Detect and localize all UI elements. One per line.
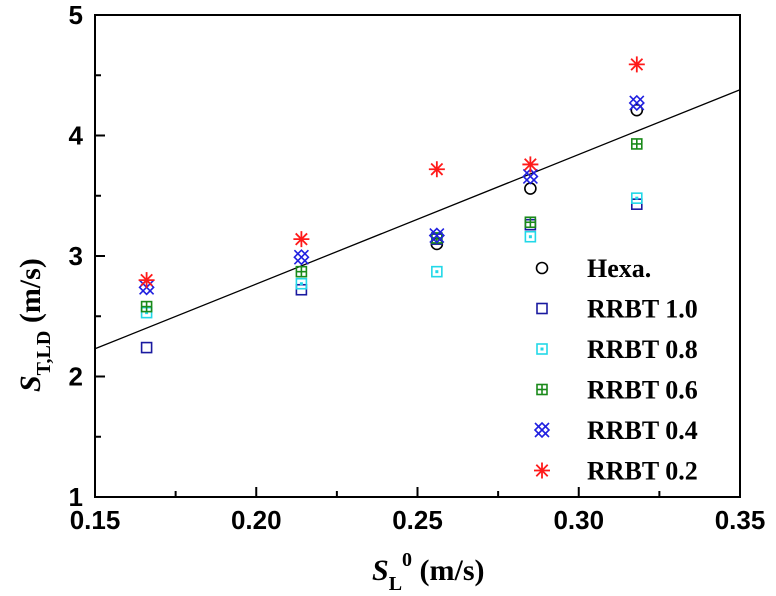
data-point-rrbt-0-2 xyxy=(138,272,155,289)
data-points-layer xyxy=(138,56,645,354)
legend-label-rrbt-0-6: RRBT 0.6 xyxy=(587,376,698,405)
data-point-rrbt-0-2 xyxy=(522,156,539,173)
data-point-rrbt-1-0 xyxy=(630,198,643,210)
y-axis-subscript: T,LD xyxy=(33,331,55,376)
x-axis-symbol: S xyxy=(372,554,389,587)
axis-ticks: 0.15 0.20 0.25 0.30 0.35 1 2 3 4 5 xyxy=(69,0,766,535)
data-point-rrbt-0-6 xyxy=(630,138,643,150)
data-point-rrbt-0-6 xyxy=(295,265,308,278)
fit-line xyxy=(94,89,741,350)
data-point-rrbt-0-6 xyxy=(140,300,153,313)
data-point-hexa xyxy=(630,103,644,117)
y-axis-title: ST,LD (m/s) xyxy=(14,258,55,392)
y-axis-title-group: ST,LD (m/s) xyxy=(14,258,55,392)
data-point-rrbt-0-4 xyxy=(293,249,310,266)
legend-marker-rrbt-0-2 xyxy=(534,462,550,479)
x-axis-unit: (m/s) xyxy=(412,554,484,587)
data-point-rrbt-0-8 xyxy=(630,192,643,204)
legend-label-hexa: Hexa. xyxy=(587,254,651,283)
legend-label-rrbt-0-4: RRBT 0.4 xyxy=(587,416,698,445)
legend-label-rrbt-0-2: RRBT 0.2 xyxy=(587,457,698,486)
y-axis-unit: (m/s) xyxy=(14,258,47,330)
x-tick-label: 0.20 xyxy=(231,505,282,535)
data-point-rrbt-1-0 xyxy=(295,283,308,296)
data-point-rrbt-0-8 xyxy=(295,277,308,290)
data-point-hexa xyxy=(524,182,537,195)
data-point-rrbt-0-4 xyxy=(428,227,445,244)
y-axis-symbol: S xyxy=(14,375,47,392)
x-axis-subscript: L xyxy=(389,573,402,595)
y-tick-label: 3 xyxy=(69,241,83,271)
y-tick-label: 4 xyxy=(69,121,84,151)
data-point-rrbt-0-4 xyxy=(628,94,645,112)
legend-marker-rrbt-0-6 xyxy=(536,383,548,396)
data-point-rrbt-0-2 xyxy=(293,231,310,248)
legend-marker-rrbt-1-0 xyxy=(536,302,548,315)
x-tick-label: 0.35 xyxy=(715,505,766,535)
x-tick-label: 0.25 xyxy=(392,505,443,535)
legend: Hexa. RRBT 1.0 RRBT 0.8 RRBT 0.6 RRBT 0.4 RRB… xyxy=(533,254,698,486)
legend-marker-hexa xyxy=(535,261,549,275)
legend-label-rrbt-1-0: RRBT 1.0 xyxy=(587,295,698,324)
data-point-rrbt-0-2 xyxy=(628,56,645,73)
data-point-rrbt-0-2 xyxy=(428,161,445,178)
y-tick-label: 1 xyxy=(69,482,83,512)
legend-marker-rrbt-0-4 xyxy=(533,421,551,439)
x-tick-label: 0.30 xyxy=(553,505,604,535)
x-axis-title: SL0 (m/s) xyxy=(372,549,485,595)
fit-line-layer xyxy=(94,89,741,350)
data-point-rrbt-0-8 xyxy=(524,230,537,243)
x-tick-label: 0.15 xyxy=(70,505,121,535)
y-tick-label: 2 xyxy=(69,362,83,392)
data-point-rrbt-0-6 xyxy=(524,216,537,229)
data-point-rrbt-1-0 xyxy=(140,341,153,354)
legend-marker-rrbt-0-8 xyxy=(536,343,548,355)
legend-label-rrbt-0-8: RRBT 0.8 xyxy=(587,335,698,364)
data-point-rrbt-0-4 xyxy=(522,168,539,185)
x-axis-superscript: 0 xyxy=(402,549,412,571)
data-point-rrbt-0-8 xyxy=(431,265,443,278)
y-tick-label: 5 xyxy=(69,0,83,30)
